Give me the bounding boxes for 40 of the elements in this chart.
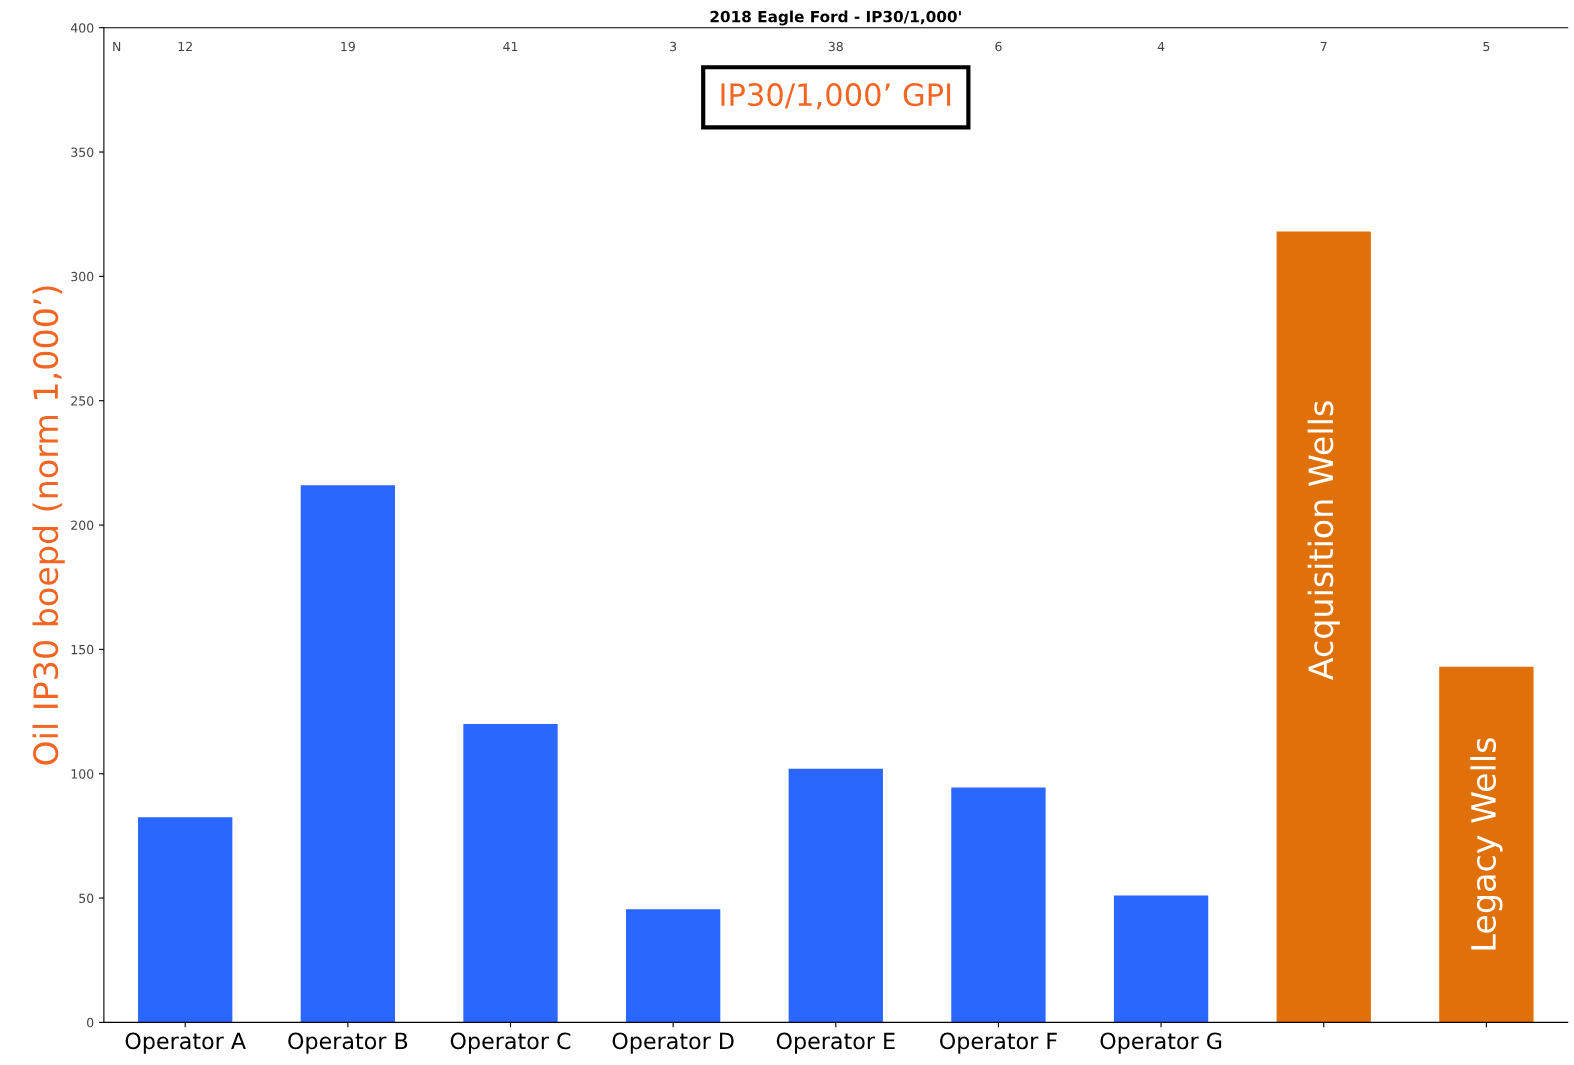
annotation: 38	[828, 41, 843, 52]
x-tick-label: Operator E	[776, 1032, 895, 1054]
x-tick-label: Operator D	[612, 1032, 734, 1054]
x-tick-label: Operator B	[288, 1032, 408, 1054]
annotation: 4	[1157, 41, 1165, 52]
annotation: 19	[341, 41, 355, 52]
bar	[625, 909, 721, 1023]
bar	[1113, 895, 1209, 1023]
y-tick-label: 100	[71, 769, 94, 779]
y-tick-label: 350	[71, 147, 94, 157]
bar	[463, 723, 558, 1023]
annotation: N	[113, 41, 121, 52]
annotation: IP30/1,000’ GPI	[721, 83, 951, 110]
annotation: 7	[1320, 41, 1327, 52]
annotation: Acquisition Wells	[1307, 401, 1340, 681]
annotation: 12	[178, 41, 192, 52]
y-tick-label: 400	[70, 23, 94, 33]
y-tick-label: 150	[71, 644, 94, 655]
bar	[1439, 666, 1534, 1023]
bar	[1276, 231, 1371, 1023]
annotation: 5	[1483, 41, 1490, 52]
annotation: 41	[503, 41, 518, 52]
y-tick-label: 200	[71, 520, 94, 530]
x-tick-label: Operator F	[940, 1032, 1057, 1054]
chart-subtitle: 2018 Eagle Ford - IP30/1,000'	[710, 10, 961, 26]
bar	[788, 768, 883, 1023]
annotation: 6	[995, 41, 1002, 52]
annotation: 3	[670, 41, 677, 52]
x-tick-label: Operator A	[125, 1032, 246, 1054]
x-tick-label: Operator C	[450, 1032, 571, 1054]
y-tick-label: 300	[71, 271, 94, 282]
y-tick-label: 0	[87, 1017, 94, 1028]
bar	[138, 817, 233, 1023]
x-tick-label: Operator G	[1100, 1032, 1222, 1054]
annotation: Legacy Wells	[1470, 738, 1503, 950]
y-axis-title: Oil IP30 boepd (norm 1,000’)	[32, 286, 65, 765]
bar	[951, 787, 1046, 1023]
y-tick-label: 50	[79, 893, 94, 903]
bar	[300, 485, 396, 1023]
y-tick-label: 250	[71, 396, 94, 406]
